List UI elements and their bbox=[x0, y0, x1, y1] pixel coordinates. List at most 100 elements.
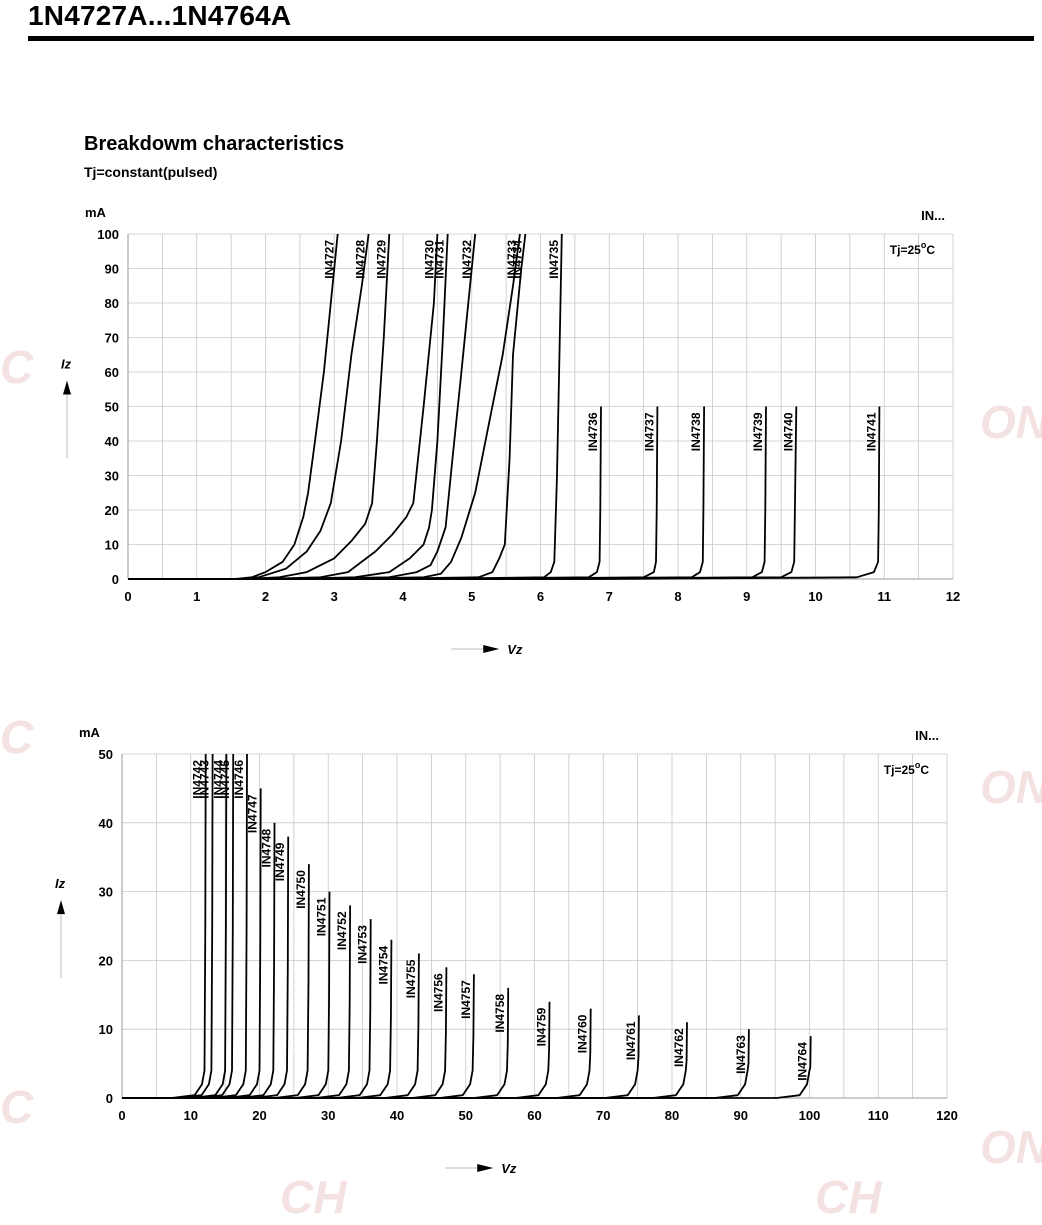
x-tick-label: 20 bbox=[252, 1108, 266, 1123]
y-tick-label: 50 bbox=[105, 400, 119, 415]
x-tick-label: 30 bbox=[321, 1108, 335, 1123]
watermark: C bbox=[0, 711, 34, 763]
series-curve bbox=[122, 788, 262, 1099]
document-title: 1N4727A...1N4764A bbox=[28, 0, 292, 31]
x-arrow-icon bbox=[477, 1164, 494, 1172]
x-tick-label: 80 bbox=[665, 1108, 679, 1123]
series-label: IN4754 bbox=[376, 945, 390, 984]
y-tick-label: 0 bbox=[112, 572, 119, 587]
series-label: IN4736 bbox=[586, 412, 600, 451]
title-rule bbox=[28, 36, 1034, 41]
series-curve bbox=[122, 939, 393, 1099]
x-tick-label: 10 bbox=[184, 1108, 198, 1123]
x-tick-label: 5 bbox=[468, 589, 475, 604]
x-tick-label: 4 bbox=[399, 589, 407, 604]
y-tick-label: 40 bbox=[105, 434, 119, 449]
y-tick-label: 80 bbox=[105, 296, 119, 311]
x-tick-label: 0 bbox=[118, 1108, 125, 1123]
y-tick-label: 100 bbox=[97, 227, 119, 242]
x-tick-label: 110 bbox=[868, 1108, 889, 1123]
series-curve bbox=[122, 753, 214, 1099]
series-curve bbox=[128, 406, 767, 580]
y-tick-label: 90 bbox=[105, 262, 119, 277]
series-curve bbox=[122, 1036, 812, 1099]
y-tick-label: 60 bbox=[105, 365, 119, 380]
section-title: Breakdowm characteristics bbox=[84, 133, 345, 155]
series-label: IN4733 bbox=[505, 240, 519, 279]
series-curve bbox=[128, 406, 602, 580]
corner-label: IN... bbox=[915, 728, 939, 743]
series-label: IN4727 bbox=[323, 240, 337, 279]
x-tick-label: 0 bbox=[124, 589, 131, 604]
series-curve bbox=[122, 967, 448, 1099]
series-label: IN4764 bbox=[796, 1042, 810, 1081]
series-label: IN4738 bbox=[689, 412, 703, 451]
x-tick-label: 8 bbox=[674, 589, 681, 604]
series-label: IN4731 bbox=[433, 240, 447, 279]
series-label: IN4752 bbox=[335, 911, 349, 950]
y-tick-label: 70 bbox=[105, 331, 119, 346]
condition-label: Tj=25oC bbox=[884, 760, 930, 777]
x-tick-label: 3 bbox=[331, 589, 338, 604]
series-curve bbox=[122, 987, 510, 1099]
x-axis-label: Vz bbox=[507, 642, 523, 657]
y-tick-label: 40 bbox=[99, 816, 113, 831]
x-tick-label: 50 bbox=[459, 1108, 473, 1123]
series-label: IN4749 bbox=[273, 842, 287, 881]
watermark: ON bbox=[980, 396, 1042, 448]
series-label: IN4751 bbox=[314, 897, 328, 936]
series-label: IN4757 bbox=[459, 980, 473, 1019]
y-arrow-icon bbox=[57, 900, 65, 915]
series-label: IN4737 bbox=[642, 412, 656, 451]
series-curve bbox=[122, 753, 207, 1099]
series-label: IN4739 bbox=[751, 412, 765, 451]
series-label: IN4745 bbox=[218, 760, 232, 799]
series-curve bbox=[122, 1029, 750, 1099]
series-label: IN4741 bbox=[864, 412, 878, 451]
y-tick-label: 30 bbox=[105, 469, 119, 484]
y-tick-label: 30 bbox=[99, 885, 113, 900]
series-curve bbox=[122, 864, 310, 1099]
x-tick-label: 6 bbox=[537, 589, 544, 604]
watermark: CH bbox=[815, 1171, 882, 1223]
x-tick-label: 100 bbox=[799, 1108, 821, 1123]
series-curve bbox=[122, 1001, 551, 1099]
x-tick-label: 11 bbox=[877, 589, 891, 604]
series-label: IN4760 bbox=[576, 1014, 590, 1053]
series-label: IN4750 bbox=[294, 870, 308, 909]
y-tick-label: 10 bbox=[99, 1022, 113, 1037]
x-axis-label: Vz bbox=[501, 1161, 517, 1176]
x-tick-label: 70 bbox=[596, 1108, 610, 1123]
y-tick-label: 20 bbox=[99, 953, 113, 968]
series-label: IN4756 bbox=[431, 973, 445, 1012]
x-tick-label: 10 bbox=[808, 589, 822, 604]
series-label: IN4734 bbox=[510, 240, 524, 279]
series-label: IN4746 bbox=[232, 760, 246, 799]
series-curve bbox=[122, 1008, 592, 1099]
x-tick-label: 12 bbox=[946, 589, 960, 604]
x-tick-label: 90 bbox=[734, 1108, 748, 1123]
watermark: C bbox=[0, 1081, 34, 1133]
series-curve bbox=[128, 406, 881, 580]
series-label: IN4730 bbox=[422, 240, 436, 279]
y-axis-label: Iz bbox=[61, 357, 72, 372]
series-label: IN4747 bbox=[246, 794, 260, 833]
series-label: IN4742 bbox=[191, 760, 205, 799]
watermark: CH bbox=[280, 1171, 347, 1223]
series-curve bbox=[122, 953, 420, 1099]
series-label: IN4755 bbox=[404, 959, 418, 998]
section-subtitle: Tj=constant(pulsed) bbox=[84, 164, 218, 180]
series-label: IN4743 bbox=[198, 760, 212, 799]
x-tick-label: 2 bbox=[262, 589, 269, 604]
series-label: IN4732 bbox=[460, 240, 474, 279]
series-label: IN4761 bbox=[624, 1021, 638, 1060]
series-label: IN4735 bbox=[547, 240, 561, 279]
series-curve bbox=[122, 1015, 640, 1099]
y-unit-label: mA bbox=[85, 205, 107, 220]
series-curve bbox=[122, 753, 248, 1099]
series-label: IN4744 bbox=[211, 760, 225, 799]
y-tick-label: 10 bbox=[105, 538, 119, 553]
watermark: C bbox=[0, 341, 34, 393]
series-label: IN4759 bbox=[534, 1007, 548, 1046]
